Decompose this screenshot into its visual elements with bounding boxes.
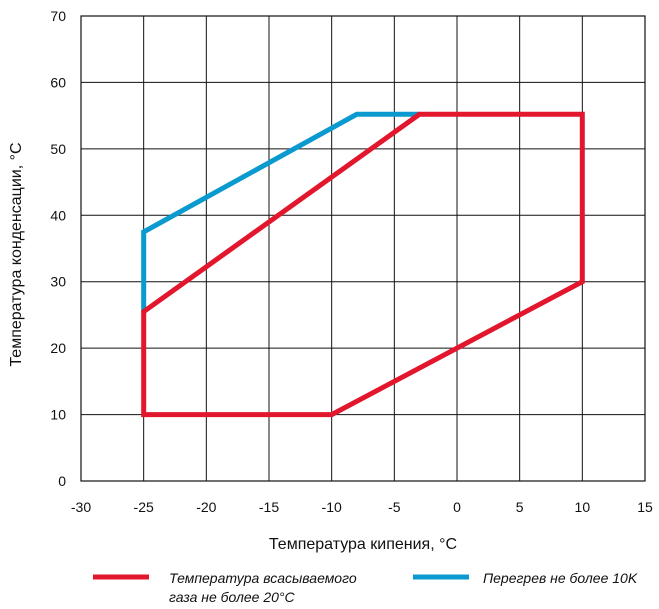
x-tick-label: -5 (388, 499, 401, 515)
x-tick-label: -15 (259, 499, 279, 515)
y-tick-label: 60 (50, 74, 66, 90)
x-tick-label: 0 (453, 499, 461, 515)
series-layer (141, 111, 585, 418)
series-line-2 (141, 111, 420, 312)
x-tick-label: -30 (71, 499, 91, 515)
x-tick-labels: -30 -25 -20 -15 -10 -5 0 5 10 15 (71, 499, 653, 515)
x-tick-label: 5 (516, 499, 524, 515)
plot-frame (80, 15, 646, 482)
x-tick-label: 15 (637, 499, 653, 515)
y-tick-label: 30 (50, 274, 66, 290)
y-tick-label: 20 (50, 340, 66, 356)
y-tick-label: 50 (50, 141, 66, 157)
legend-label-1: Температура всасываемого (169, 570, 357, 586)
x-tick-label: -25 (134, 499, 154, 515)
y-axis-label: Температура конденсации, °C (8, 142, 25, 366)
grid (80, 15, 646, 482)
y-tick-label: 10 (50, 407, 66, 423)
y-tick-labels: 0 10 20 30 40 50 60 70 (50, 8, 66, 489)
x-tick-label: -20 (196, 499, 216, 515)
legend-label-2: Перегрев не более 10K (483, 570, 638, 586)
legend: Температура всасываемого газа не более 20… (93, 570, 638, 605)
legend-label-1: газа не более 20°C (169, 589, 296, 605)
x-tick-label: -10 (322, 499, 342, 515)
y-tick-label: 0 (58, 473, 66, 489)
series-line-1 (141, 111, 585, 418)
x-axis-label: Температура кипения, °C (269, 536, 457, 553)
x-tick-label: 10 (575, 499, 591, 515)
y-tick-label: 70 (50, 8, 66, 24)
y-tick-label: 40 (50, 207, 66, 223)
